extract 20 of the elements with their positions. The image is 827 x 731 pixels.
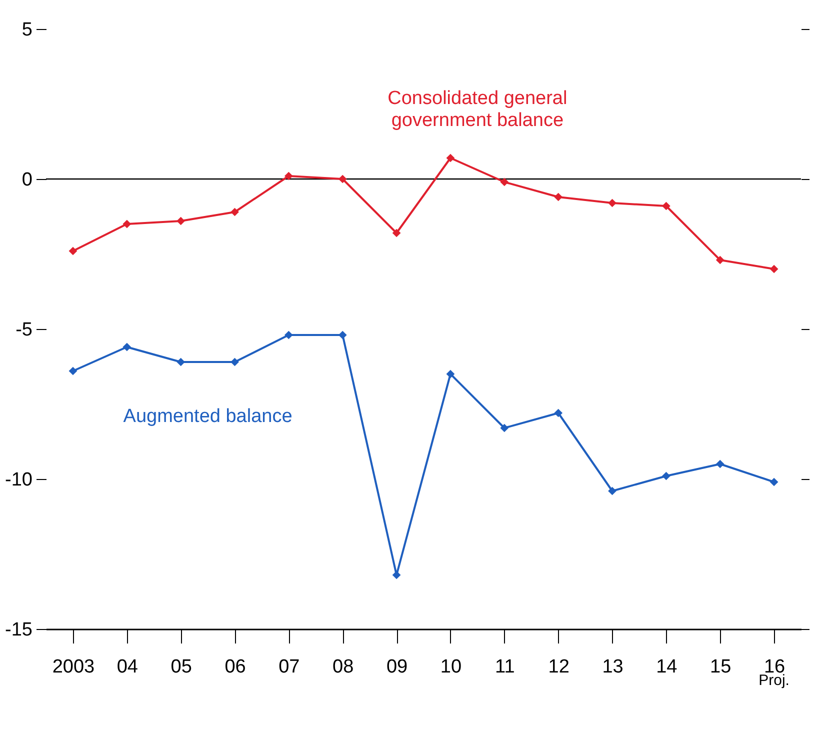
x-tick-label: 08 xyxy=(332,656,354,678)
y-tick-label: -15 xyxy=(5,620,32,640)
text: Consolidated general government balance xyxy=(388,88,568,131)
x-tick-label: 13 xyxy=(602,656,624,678)
text: Augmented balance xyxy=(123,406,292,427)
y-tick-label: 5 xyxy=(22,20,32,40)
y-tick-label: -5 xyxy=(16,320,32,340)
x-tick-label: 09 xyxy=(386,656,408,678)
y-tick-label: 0 xyxy=(22,170,32,190)
x-tick-label: 14 xyxy=(656,656,678,678)
x-tick-label: 15 xyxy=(710,656,732,678)
x-tick-label: 11 xyxy=(495,656,515,678)
x-tick-label: 2003 xyxy=(52,656,95,678)
y-tick-label: -10 xyxy=(5,470,32,490)
x-tick-label: 12 xyxy=(548,656,570,678)
x-tick-label: 06 xyxy=(224,656,246,678)
x-tick-label: 07 xyxy=(278,656,300,678)
x-tick-label: 10 xyxy=(440,656,462,678)
x-tick-label: 04 xyxy=(116,656,138,678)
x-tick-label: 05 xyxy=(170,656,192,678)
